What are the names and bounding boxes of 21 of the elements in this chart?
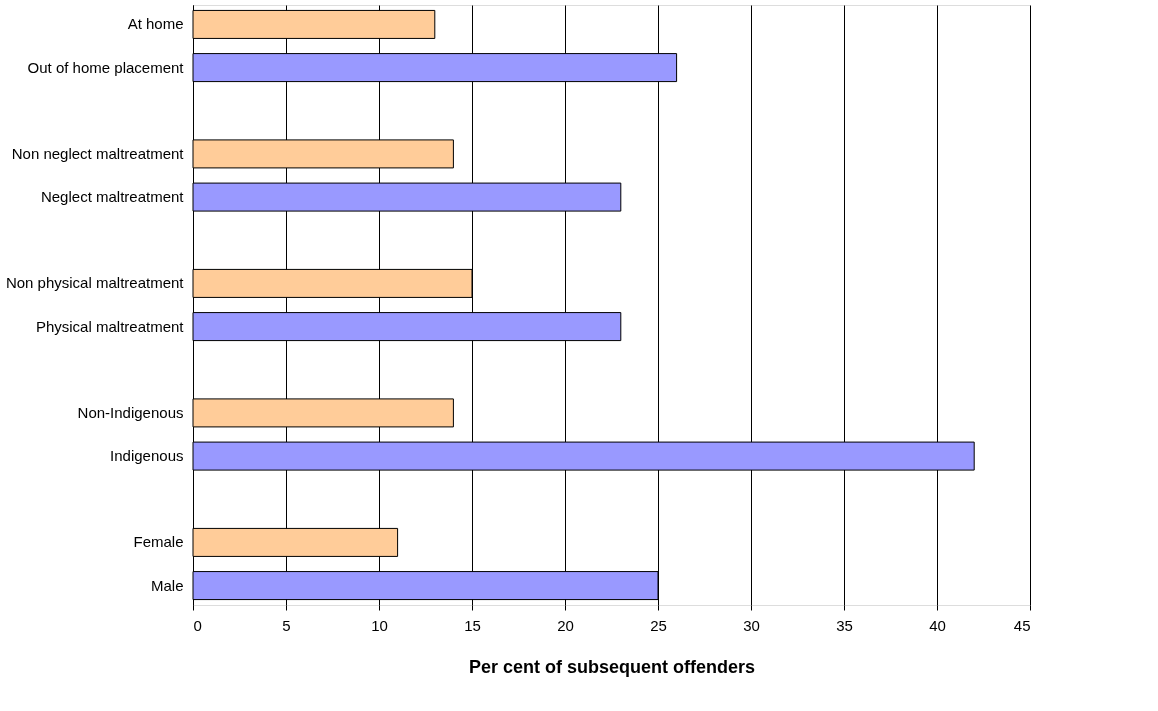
x-tick-label: 45: [1013, 616, 1031, 634]
y-tick-label: Male: [150, 576, 184, 594]
x-tick-label: 5: [282, 616, 291, 634]
x-tick-label: 25: [650, 616, 667, 634]
y-tick-label: At home: [127, 15, 184, 33]
x-tick-label: 30: [743, 616, 760, 634]
y-tick-label: Non-Indigenous: [77, 403, 184, 421]
y-tick-label: Non neglect maltreatment: [11, 144, 185, 162]
y-tick-label: Non physical maltreatment: [5, 274, 185, 292]
x-axis-title: Per cent of subsequent offenders: [468, 656, 756, 677]
x-tick-label: 35: [836, 616, 853, 634]
y-tick-label: Indigenous: [110, 447, 184, 465]
x-tick-label: 0: [193, 616, 202, 634]
y-tick-label: Neglect maltreatment: [40, 188, 185, 206]
x-tick-label: 15: [464, 616, 481, 634]
y-tick-label: Physical maltreatment: [35, 317, 185, 335]
x-tick-label: 10: [371, 616, 388, 634]
x-tick-label: 40: [929, 616, 946, 634]
y-tick-label: Out of home placement: [27, 58, 185, 76]
y-tick-label: Female: [133, 533, 184, 551]
x-tick-label: 20: [557, 616, 574, 634]
